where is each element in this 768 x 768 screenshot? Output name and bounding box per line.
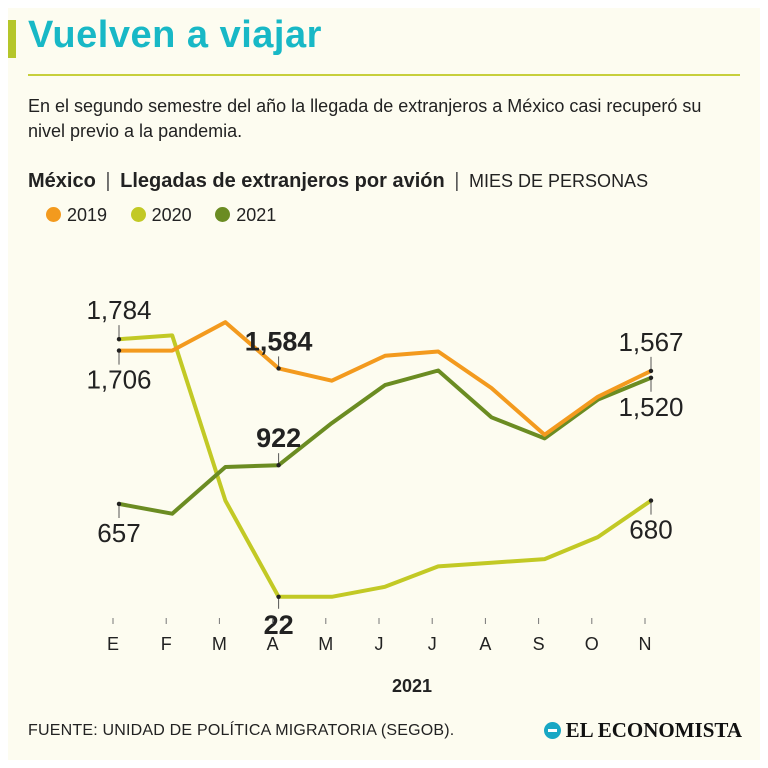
annotation-dot-8 <box>648 498 654 503</box>
annotation-dot-1 <box>116 348 122 353</box>
x-tick-label-3: A <box>267 634 279 654</box>
brand-name: EL ECONOMISTA <box>565 718 742 742</box>
legend-label-2020: 2020 <box>151 205 192 225</box>
legend-dot-2021 <box>215 207 231 222</box>
x-axis-label: 2021 <box>392 676 432 696</box>
annotation-dot-7 <box>648 375 654 380</box>
annotation-dot-4 <box>116 501 122 507</box>
x-tick-label-10: N <box>639 634 652 654</box>
x-tick-label-2: M <box>212 634 227 654</box>
legend-dot-2020 <box>130 207 146 222</box>
annotation-dot-0 <box>116 336 122 342</box>
brand-icon <box>543 722 561 739</box>
chart-heading-metric: Llegadas de extranjeros por avión <box>120 170 445 192</box>
chart-heading: México | Llegadas de extranjeros por avi… <box>28 164 728 232</box>
annotation-dot-3 <box>276 463 281 468</box>
series-line-2019 <box>117 320 653 437</box>
legend-item-2020: 2020 <box>130 205 192 225</box>
heading-separator-1: | <box>105 170 111 192</box>
x-tick-label-6: J <box>428 634 437 654</box>
legend-label-2019: 2019 <box>67 205 108 225</box>
legend-label-2021: 2021 <box>236 205 277 225</box>
x-tick-label-7: A <box>479 634 491 654</box>
page-title: Vuelven a viajar <box>28 14 322 56</box>
brand-logo: EL ECONOMISTA <box>543 718 742 743</box>
annotation-dot-5 <box>276 594 281 599</box>
subtitle: En el segundo semestre del año la llegad… <box>28 96 702 141</box>
title-accent-bar <box>8 20 16 58</box>
data-label-4: 657 <box>97 518 140 548</box>
data-label-5: 22 <box>264 610 294 640</box>
title-divider <box>28 74 740 76</box>
chart-heading-units: MIES DE PERSONAS <box>469 171 649 191</box>
data-label-8: 680 <box>629 515 672 545</box>
data-label-3: 922 <box>256 423 301 453</box>
heading-separator-2: | <box>454 170 460 192</box>
x-tick-label-5: J <box>375 634 384 654</box>
x-tick-label-9: O <box>585 634 599 654</box>
legend-dot-2019 <box>46 207 61 222</box>
data-label-0: 1,784 <box>86 295 151 325</box>
annotation-dot-6 <box>648 368 654 374</box>
legend-item-2021: 2021 <box>215 205 276 225</box>
data-label-1: 1,706 <box>86 365 151 395</box>
series-line-2021 <box>117 368 653 516</box>
data-label-6: 1,567 <box>618 327 683 357</box>
x-tick-label-8: S <box>533 634 545 654</box>
x-tick-label-0: E <box>107 634 119 654</box>
data-label-2: 1,584 <box>245 326 313 356</box>
chart-heading-country: México <box>28 170 96 192</box>
x-tick-label-1: F <box>161 634 172 654</box>
legend-item-2019: 2019 <box>46 205 107 225</box>
x-tick-label-4: M <box>318 634 333 654</box>
annotation-dot-2 <box>276 366 281 371</box>
series-line-2020 <box>117 333 653 599</box>
data-label-7: 1,520 <box>618 392 683 422</box>
source-note: FUENTE: UNIDAD DE POLÍTICA MIGRATORIA (S… <box>28 722 455 739</box>
